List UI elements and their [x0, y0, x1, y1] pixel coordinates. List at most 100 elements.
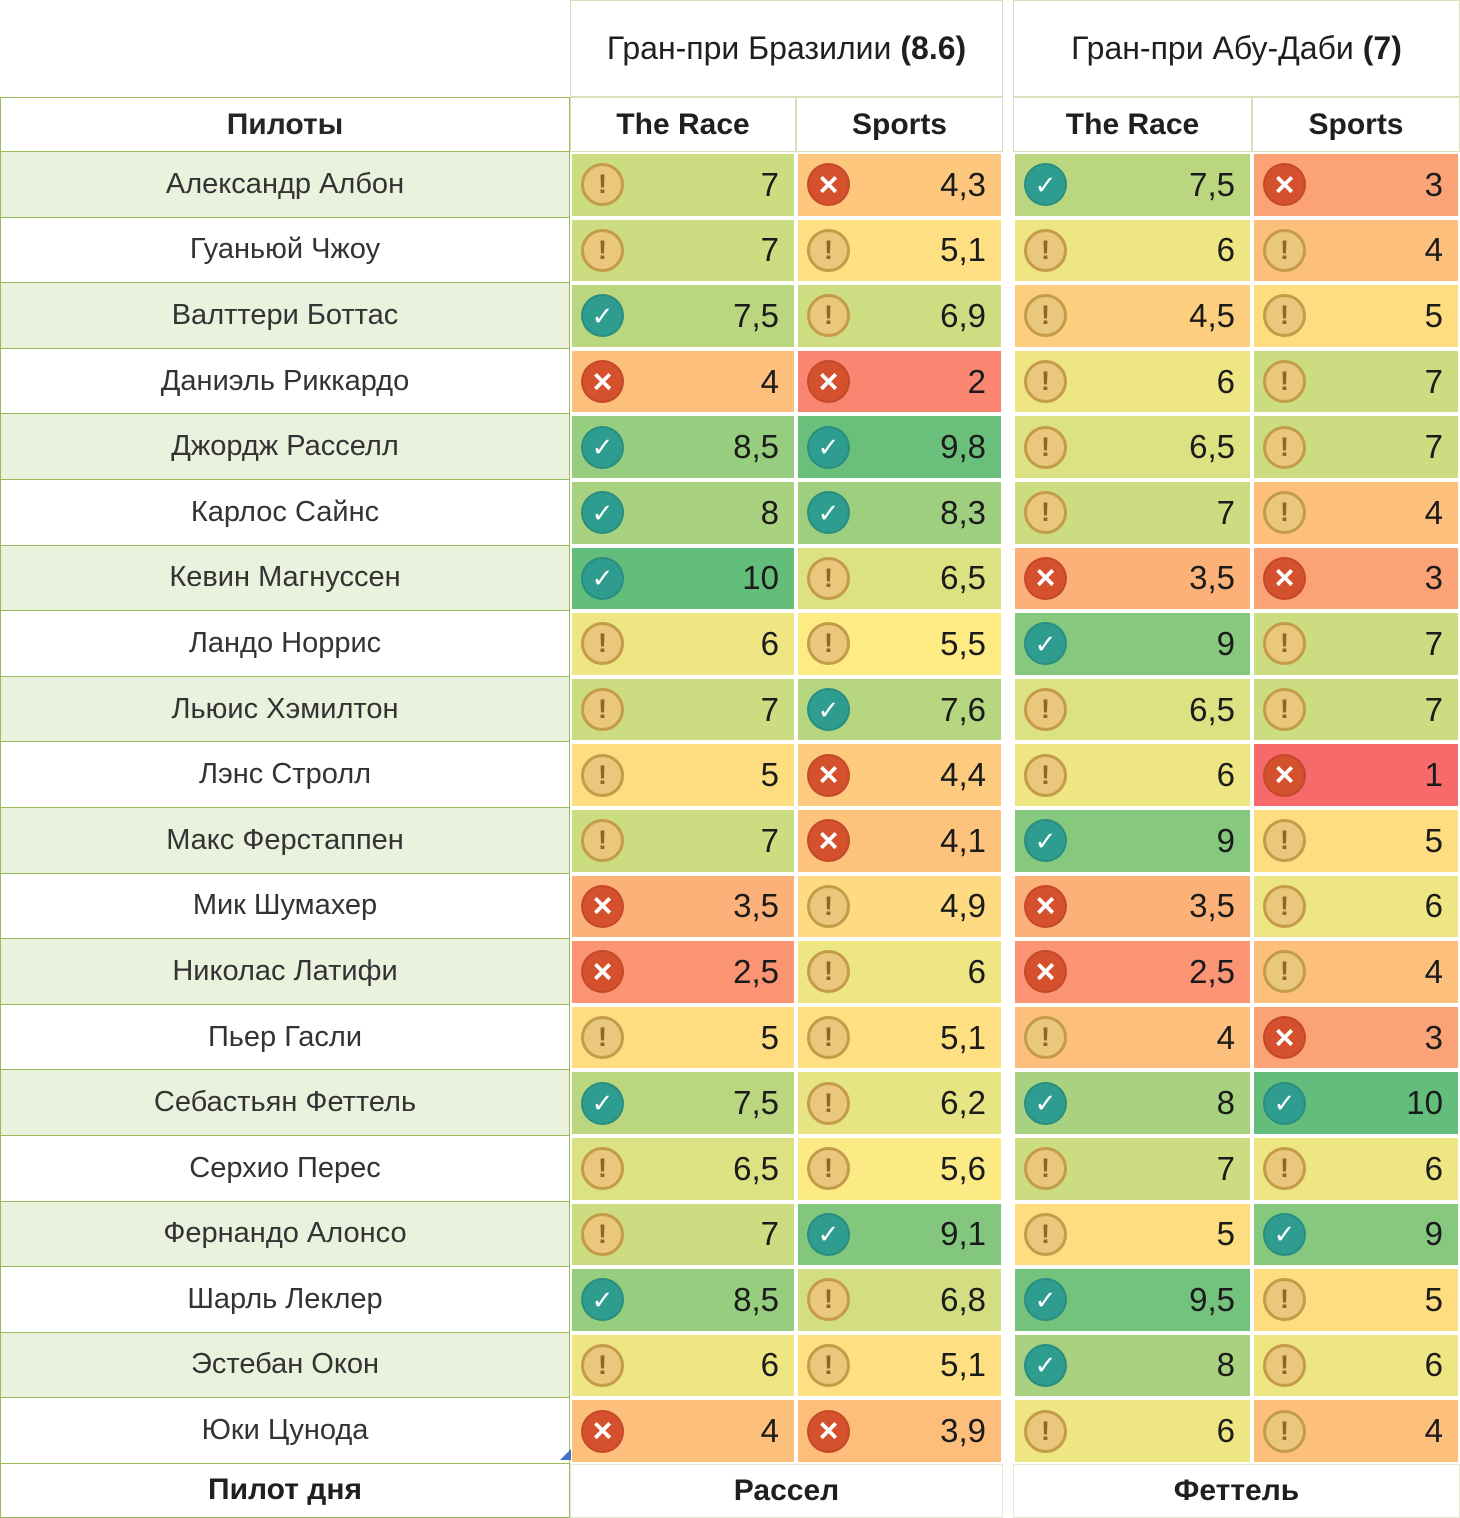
score-cell: ! 4	[1252, 479, 1460, 546]
warn-icon: !	[1263, 228, 1306, 272]
score-value: 4	[760, 362, 779, 400]
score-value: 7	[760, 165, 779, 203]
warn-icon: !	[1263, 425, 1306, 469]
score-cell: × 2,5	[570, 939, 796, 1005]
score-value: 6	[1216, 756, 1235, 794]
warn-icon: !	[1024, 753, 1067, 797]
score-cell: ! 4	[1252, 939, 1460, 1005]
score-cell: × 3,5	[570, 873, 796, 940]
score-cell: ! 5	[1252, 283, 1460, 349]
gp-header-abudhabi: Гран-при Абу-Даби (7)	[1013, 0, 1460, 97]
score-value: 4	[1424, 1412, 1443, 1450]
score-cell: ✓ 9	[1252, 1201, 1460, 1268]
warn-icon: !	[581, 228, 624, 272]
score-value: 4	[1424, 231, 1443, 269]
warn-icon: !	[1024, 688, 1067, 732]
score-cell: ! 7	[570, 1201, 796, 1268]
score-value: 5	[1216, 1215, 1235, 1253]
score-value: 7	[1424, 362, 1443, 400]
score-cell: ✓ 7,5	[1013, 152, 1252, 218]
warn-icon: !	[581, 753, 624, 797]
score-value: 2,5	[1189, 952, 1235, 990]
score-cell: ! 6	[1013, 742, 1252, 808]
score-cell: ✓ 9	[1013, 611, 1252, 677]
score-cell: ✓ 8,5	[570, 414, 796, 480]
check-icon: ✓	[581, 1081, 624, 1125]
score-value: 9	[1424, 1215, 1443, 1253]
column-header-brazil-sports: Sports	[796, 97, 1003, 152]
score-value: 8	[1216, 1346, 1235, 1384]
warn-icon: !	[581, 688, 624, 732]
warn-icon: !	[1263, 1409, 1306, 1453]
score-value: 2	[967, 362, 986, 400]
gp-average-abudhabi: (7)	[1362, 30, 1402, 66]
driver-name-cell: Юки Цунода	[0, 1398, 570, 1464]
warn-icon: !	[1024, 1147, 1067, 1191]
warn-icon: !	[1263, 950, 1306, 994]
score-value: 6,5	[1189, 690, 1235, 728]
score-value: 4,3	[940, 165, 986, 203]
score-cell: × 1	[1252, 742, 1460, 808]
score-value: 7	[1424, 428, 1443, 466]
score-value: 6	[1216, 231, 1235, 269]
warn-icon: !	[807, 1343, 850, 1387]
score-cell: ✓ 10	[570, 545, 796, 612]
score-value: 10	[1406, 1084, 1443, 1122]
driver-name-cell: Макс Ферстаппен	[0, 807, 570, 874]
score-value: 2,5	[733, 952, 779, 990]
score-value: 7,5	[733, 296, 779, 334]
score-value: 6,8	[940, 1280, 986, 1318]
cross-icon: ×	[807, 753, 850, 797]
score-value: 7	[1424, 624, 1443, 662]
column-header-brazil-therace: The Race	[570, 97, 796, 152]
pilots-column-header: Пилоты	[0, 97, 570, 152]
cross-icon: ×	[1263, 1016, 1306, 1060]
score-value: 3,9	[940, 1412, 986, 1450]
score-cell: ! 6,5	[1013, 414, 1252, 480]
gp-title-brazil: Гран-при Бразилии	[606, 30, 892, 66]
score-cell: ! 6	[1013, 348, 1252, 415]
warn-icon: !	[807, 1016, 850, 1060]
warn-icon: !	[1024, 294, 1067, 338]
warn-icon: !	[807, 228, 850, 272]
score-value: 7	[1424, 690, 1443, 728]
cross-icon: ×	[807, 163, 850, 207]
driver-name-cell: Валттери Боттас	[0, 283, 570, 349]
score-cell: ! 6,5	[796, 545, 1003, 612]
warn-icon: !	[1024, 360, 1067, 404]
warn-icon: !	[581, 1147, 624, 1191]
score-cell: × 4,3	[796, 152, 1003, 218]
driver-name-cell: Джордж Расселл	[0, 414, 570, 480]
score-value: 6	[1216, 362, 1235, 400]
score-cell: ! 7	[570, 152, 796, 218]
score-value: 10	[742, 559, 779, 597]
score-value: 8	[760, 493, 779, 531]
warn-icon: !	[1263, 360, 1306, 404]
score-cell: ! 4	[1252, 1398, 1460, 1464]
score-cell: ! 6,5	[570, 1135, 796, 1202]
gp-header-brazil: Гран-при Бразилии (8.6)	[570, 0, 1003, 97]
score-value: 3,5	[1189, 887, 1235, 925]
score-cell: ! 5	[570, 742, 796, 808]
cross-icon: ×	[1263, 556, 1306, 600]
score-value: 6	[967, 952, 986, 990]
score-cell: ! 7	[1252, 611, 1460, 677]
score-cell: ✓ 8	[1013, 1070, 1252, 1136]
score-cell: × 4	[570, 348, 796, 415]
driver-name-cell: Мик Шумахер	[0, 873, 570, 940]
cross-icon: ×	[1024, 950, 1067, 994]
check-icon: ✓	[807, 425, 850, 469]
check-icon: ✓	[1263, 1081, 1306, 1125]
score-cell: ! 7	[570, 676, 796, 743]
score-cell: ! 6,9	[796, 283, 1003, 349]
score-cell: ✓ 7,5	[570, 283, 796, 349]
score-cell: ! 4,5	[1013, 283, 1252, 349]
warn-icon: !	[581, 1343, 624, 1387]
score-value: 9,8	[940, 428, 986, 466]
score-value: 4,5	[1189, 296, 1235, 334]
driver-name-cell: Шарль Леклер	[0, 1267, 570, 1333]
score-value: 6,5	[733, 1149, 779, 1187]
cross-icon: ×	[581, 884, 624, 928]
score-value: 4,9	[940, 887, 986, 925]
score-cell: ! 7	[570, 807, 796, 874]
